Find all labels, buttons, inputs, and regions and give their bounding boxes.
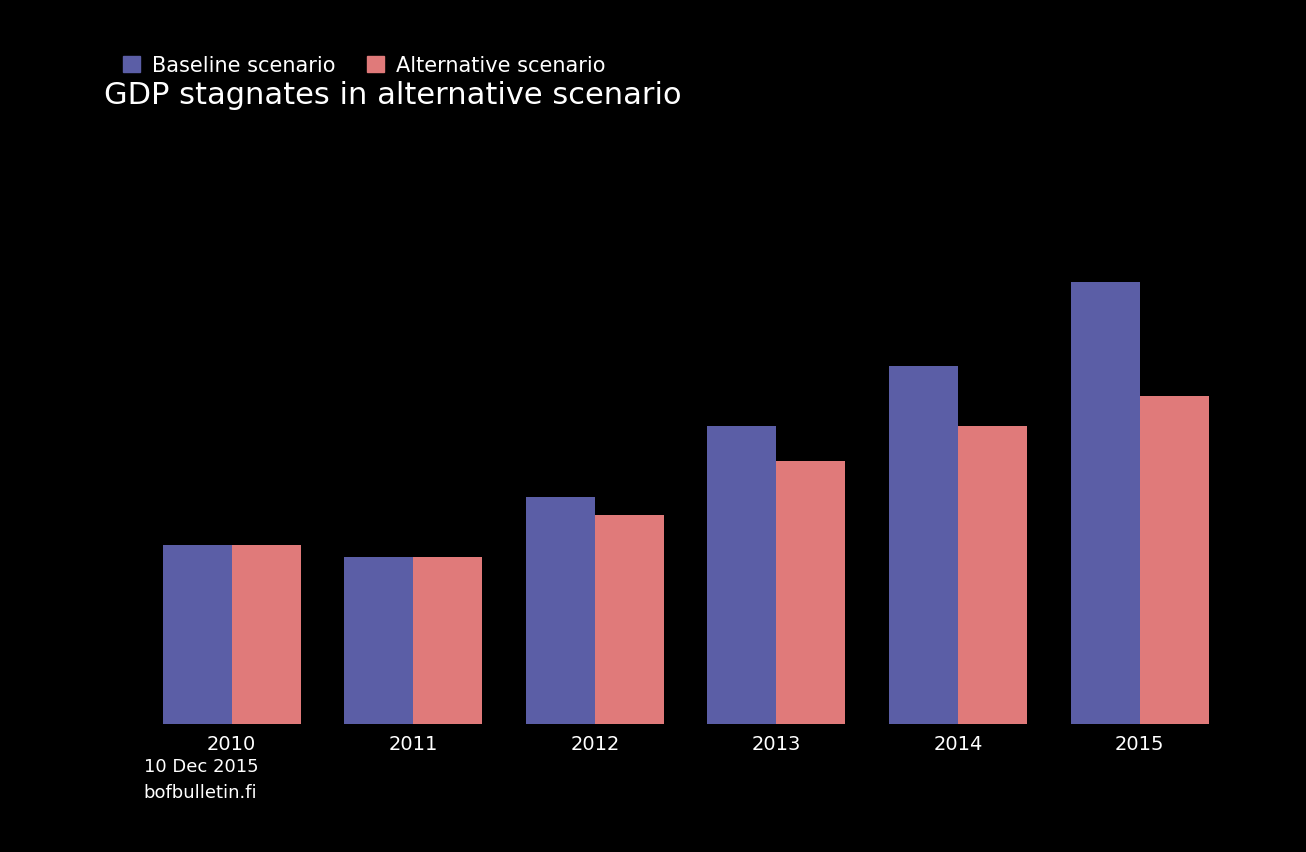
Bar xyxy=(231,545,300,724)
Bar xyxy=(413,557,482,724)
Bar xyxy=(345,557,413,724)
Legend: Baseline scenario, Alternative scenario: Baseline scenario, Alternative scenario xyxy=(115,48,614,84)
Bar xyxy=(1140,396,1209,724)
Bar xyxy=(708,426,777,724)
Bar xyxy=(526,498,594,724)
Bar xyxy=(594,515,663,724)
Bar xyxy=(889,366,959,724)
Text: 10 Dec 2015: 10 Dec 2015 xyxy=(144,757,259,775)
Bar xyxy=(162,545,231,724)
Bar xyxy=(959,426,1027,724)
Bar xyxy=(777,462,845,724)
Text: bofbulletin.fi: bofbulletin.fi xyxy=(144,783,257,801)
Bar xyxy=(1071,283,1140,724)
Text: GDP stagnates in alternative scenario: GDP stagnates in alternative scenario xyxy=(104,81,682,110)
